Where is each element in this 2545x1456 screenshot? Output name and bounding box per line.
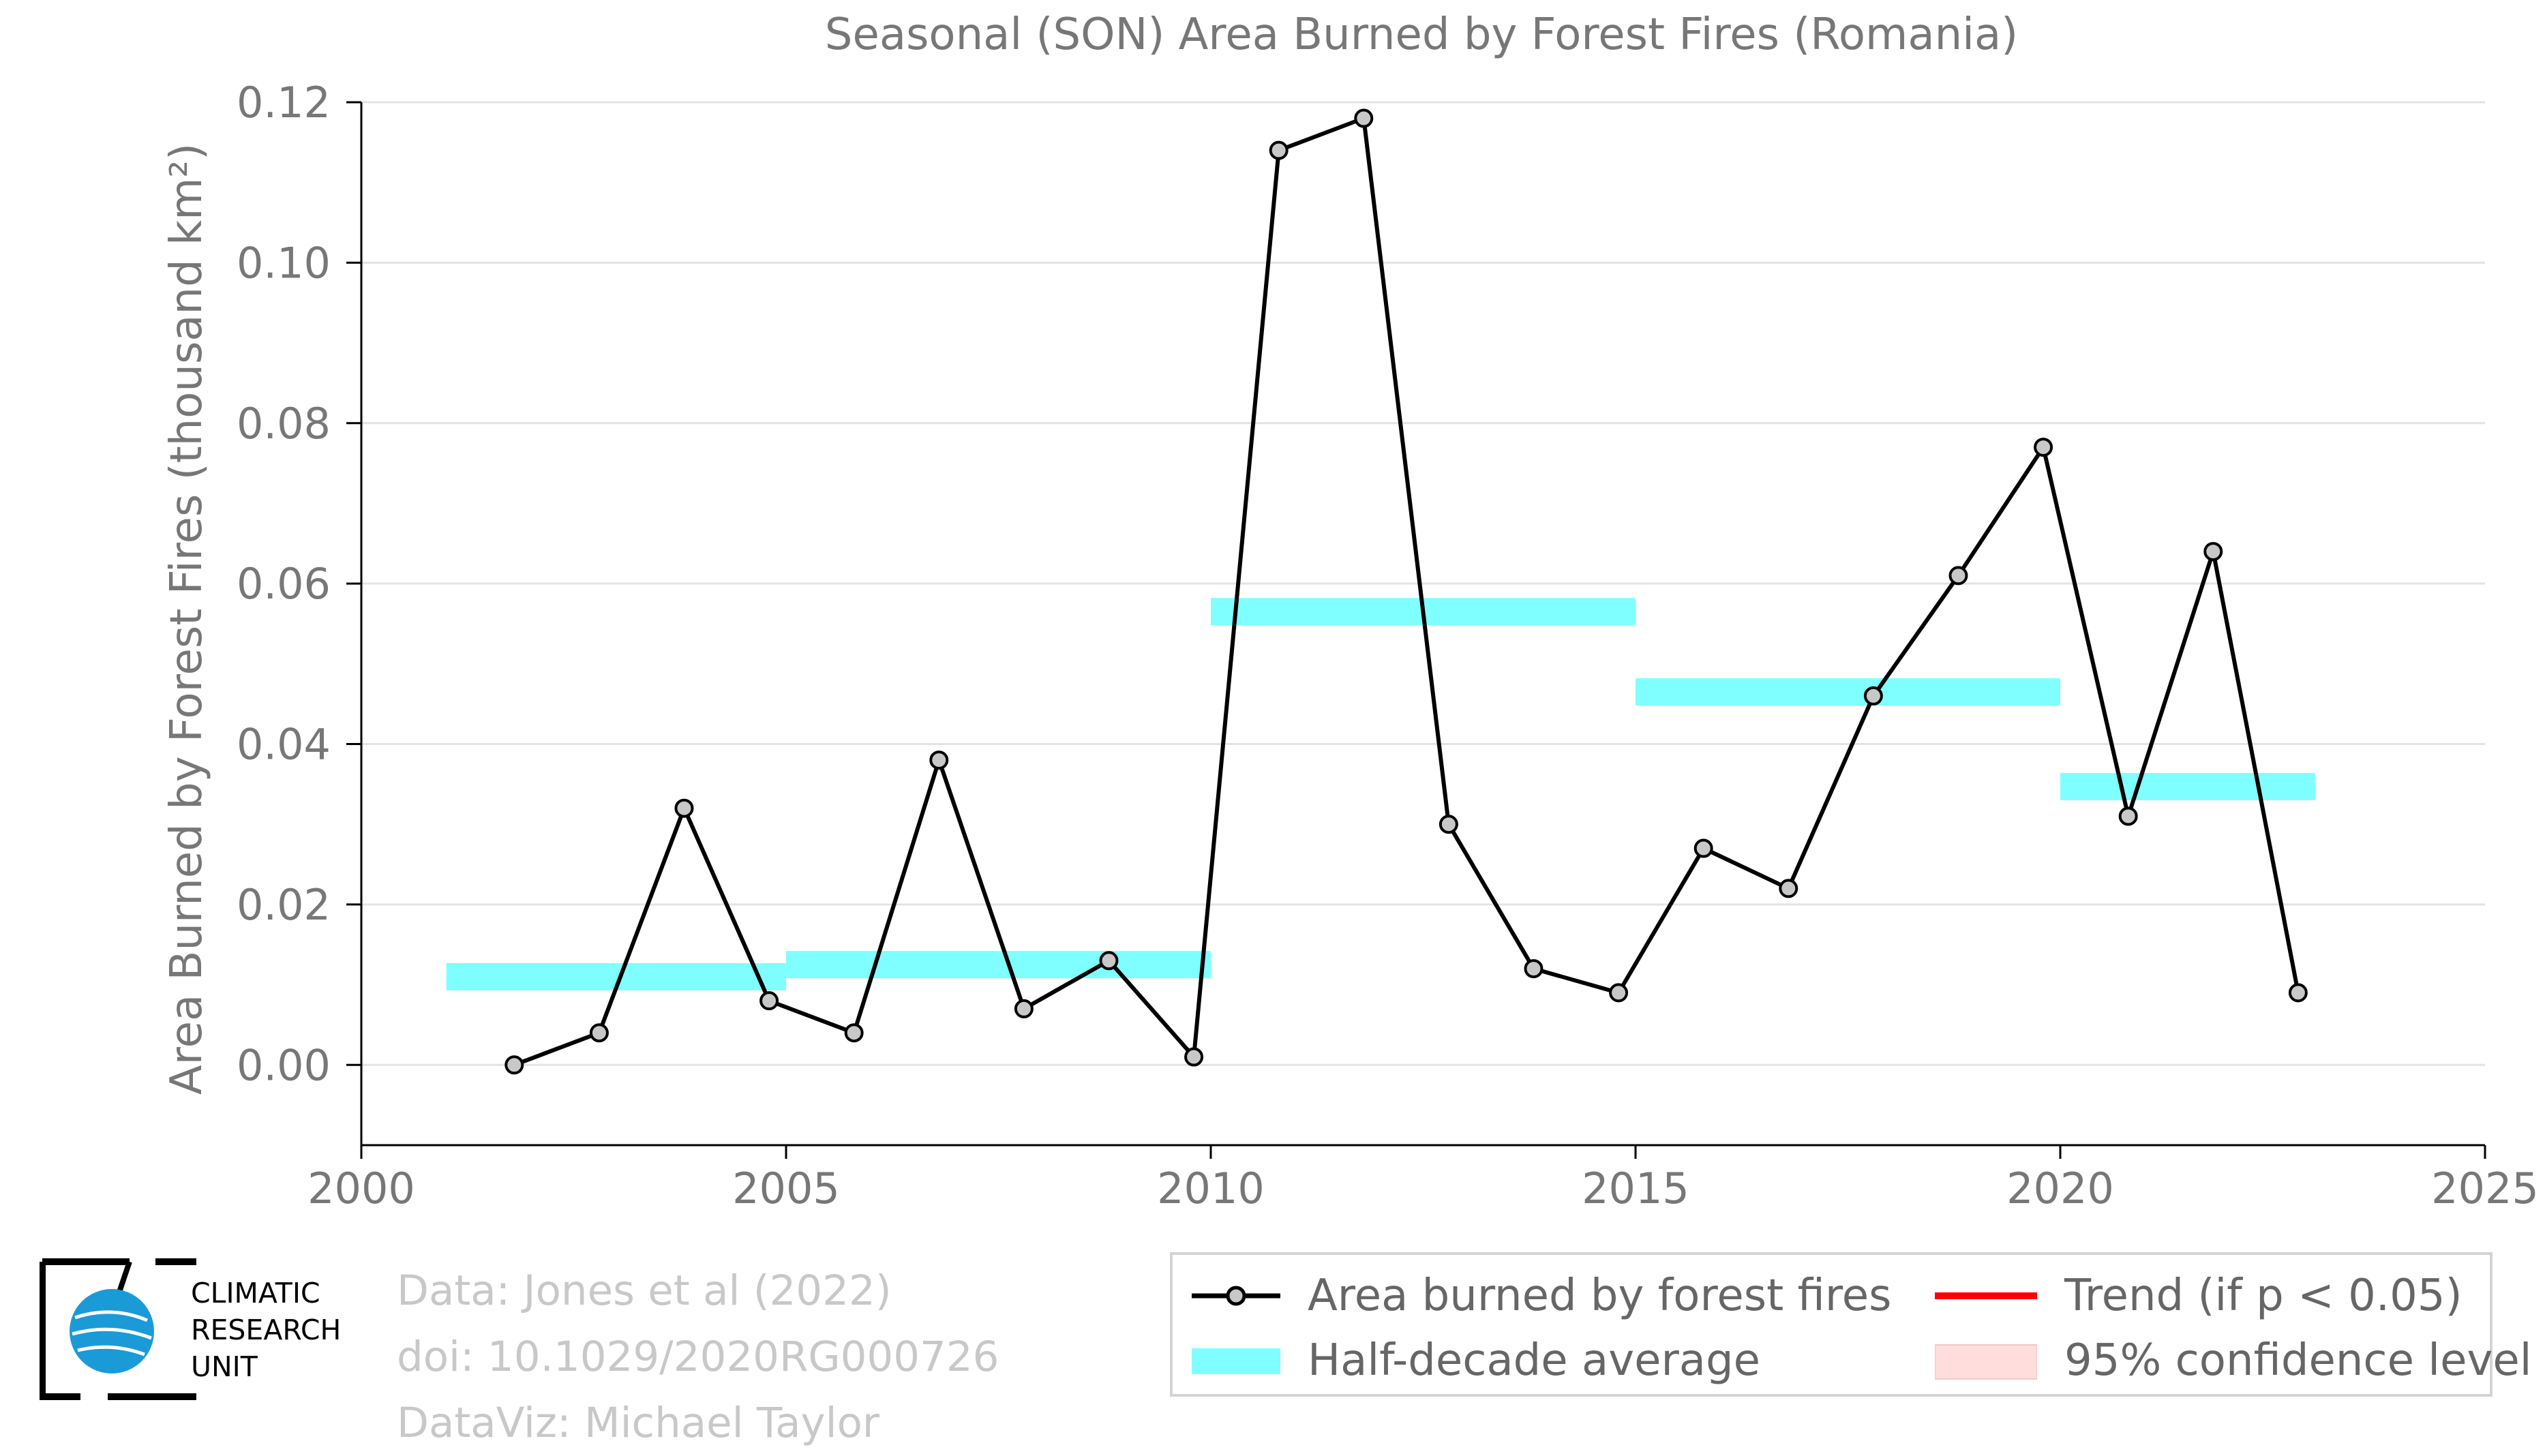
y-tick-label-2: 0.04	[237, 720, 331, 770]
y-tick-label-6: 0.12	[237, 78, 331, 127]
data-point-12	[1524, 959, 1543, 979]
y-tick-label-0: 0.00	[237, 1040, 331, 1090]
data-point-17	[1948, 566, 1968, 586]
legend-item-area-burned: Area burned by forest fires	[1192, 1265, 1891, 1326]
data-point-20	[2203, 542, 2223, 562]
legend-item-half-decade: Half-decade average	[1192, 1330, 1760, 1391]
series-line	[513, 116, 2300, 1067]
data-point-19	[2118, 806, 2138, 826]
legend-label-area-burned: Area burned by forest fires	[1308, 1271, 1892, 1321]
data-point-16	[1863, 686, 1883, 706]
x-tick-label-3: 2015	[1582, 1164, 1689, 1213]
half-decade-band-4	[2060, 772, 2315, 800]
y-axis: 0.00 0.02 0.04 0.06 0.08 0.10 0.12	[237, 78, 363, 1145]
x-tick-label-4: 2020	[2006, 1164, 2114, 1213]
legend-swatch-confidence	[1934, 1330, 2038, 1391]
data-point-4	[844, 1023, 864, 1043]
x-axis: 2000 2005 2010 2015 2020 2025	[307, 1144, 2539, 1213]
y-tick-label-5: 0.10	[237, 238, 331, 288]
x-tick-label-2: 2010	[1157, 1164, 1265, 1213]
series-area-burned	[505, 108, 2308, 1075]
half-decade-band-1	[786, 951, 1211, 979]
data-point-14	[1693, 838, 1713, 858]
credits: Data: Jones et al (2022) doi: 10.1029/20…	[397, 1258, 999, 1456]
data-point-11	[1439, 815, 1458, 834]
y-axis-label: Area Burned by Forest Fires (thousand km…	[162, 143, 212, 1095]
credit-doi: doi: 10.1029/2020RG000726	[397, 1333, 999, 1381]
data-point-10	[1354, 108, 1374, 128]
legend-label-half-decade: Half-decade average	[1308, 1335, 1760, 1386]
data-point-2	[674, 798, 694, 818]
x-tick-label-0: 2000	[307, 1164, 415, 1213]
x-tick-label-1: 2005	[732, 1164, 840, 1213]
cru-logo	[39, 1258, 353, 1401]
legend-item-trend: Trend (if p < 0.05)	[1935, 1265, 2463, 1326]
cru-line-1: CLIMATIC	[191, 1277, 320, 1309]
data-point-13	[1609, 983, 1629, 1003]
legend-item-confidence: 95% confidence level	[1934, 1330, 2532, 1391]
data-point-3	[759, 991, 779, 1011]
legend-swatch-line-marker	[1192, 1265, 1280, 1326]
y-tick-label-3: 0.06	[237, 559, 331, 609]
legend-swatch-half-decade	[1192, 1330, 1280, 1391]
data-point-18	[2034, 438, 2053, 457]
data-point-8	[1184, 1047, 1204, 1067]
credit-viz: DataViz: Michael Taylor	[397, 1399, 879, 1447]
grid-lines	[361, 101, 2485, 1066]
data-point-5	[929, 750, 949, 770]
cru-logo-text: CLIMATIC RESEARCH UNIT	[191, 1275, 341, 1385]
legend: Area burned by forest fires Trend (if p …	[1170, 1252, 2531, 1397]
cru-line-3: UNIT	[191, 1350, 258, 1383]
legend-swatch-trend	[1935, 1265, 2037, 1326]
data-point-6	[1014, 999, 1034, 1018]
data-point-9	[1269, 140, 1289, 160]
y-tick-label-4: 0.08	[237, 399, 331, 449]
chart-title: Seasonal (SON) Area Burned by Forest Fir…	[825, 10, 2018, 60]
legend-label-trend: Trend (if p < 0.05)	[2064, 1271, 2463, 1321]
credit-data: Data: Jones et al (2022)	[397, 1267, 892, 1315]
data-point-15	[1779, 879, 1798, 898]
half-decade-bands	[446, 598, 2315, 990]
data-point-1	[589, 1023, 609, 1043]
chart: Seasonal (SON) Area Burned by Forest Fir…	[162, 10, 2539, 1213]
legend-label-confidence: 95% confidence level	[2064, 1335, 2532, 1386]
y-tick-label-1: 0.02	[237, 880, 331, 930]
cru-logo-mark	[39, 1258, 222, 1400]
data-point-0	[505, 1055, 524, 1075]
x-tick-label-5: 2025	[2431, 1164, 2539, 1213]
half-decade-band-3	[1636, 678, 2060, 706]
cru-line-2: RESEARCH	[191, 1314, 342, 1346]
data-point-7	[1099, 951, 1119, 971]
data-point-21	[2288, 983, 2308, 1003]
